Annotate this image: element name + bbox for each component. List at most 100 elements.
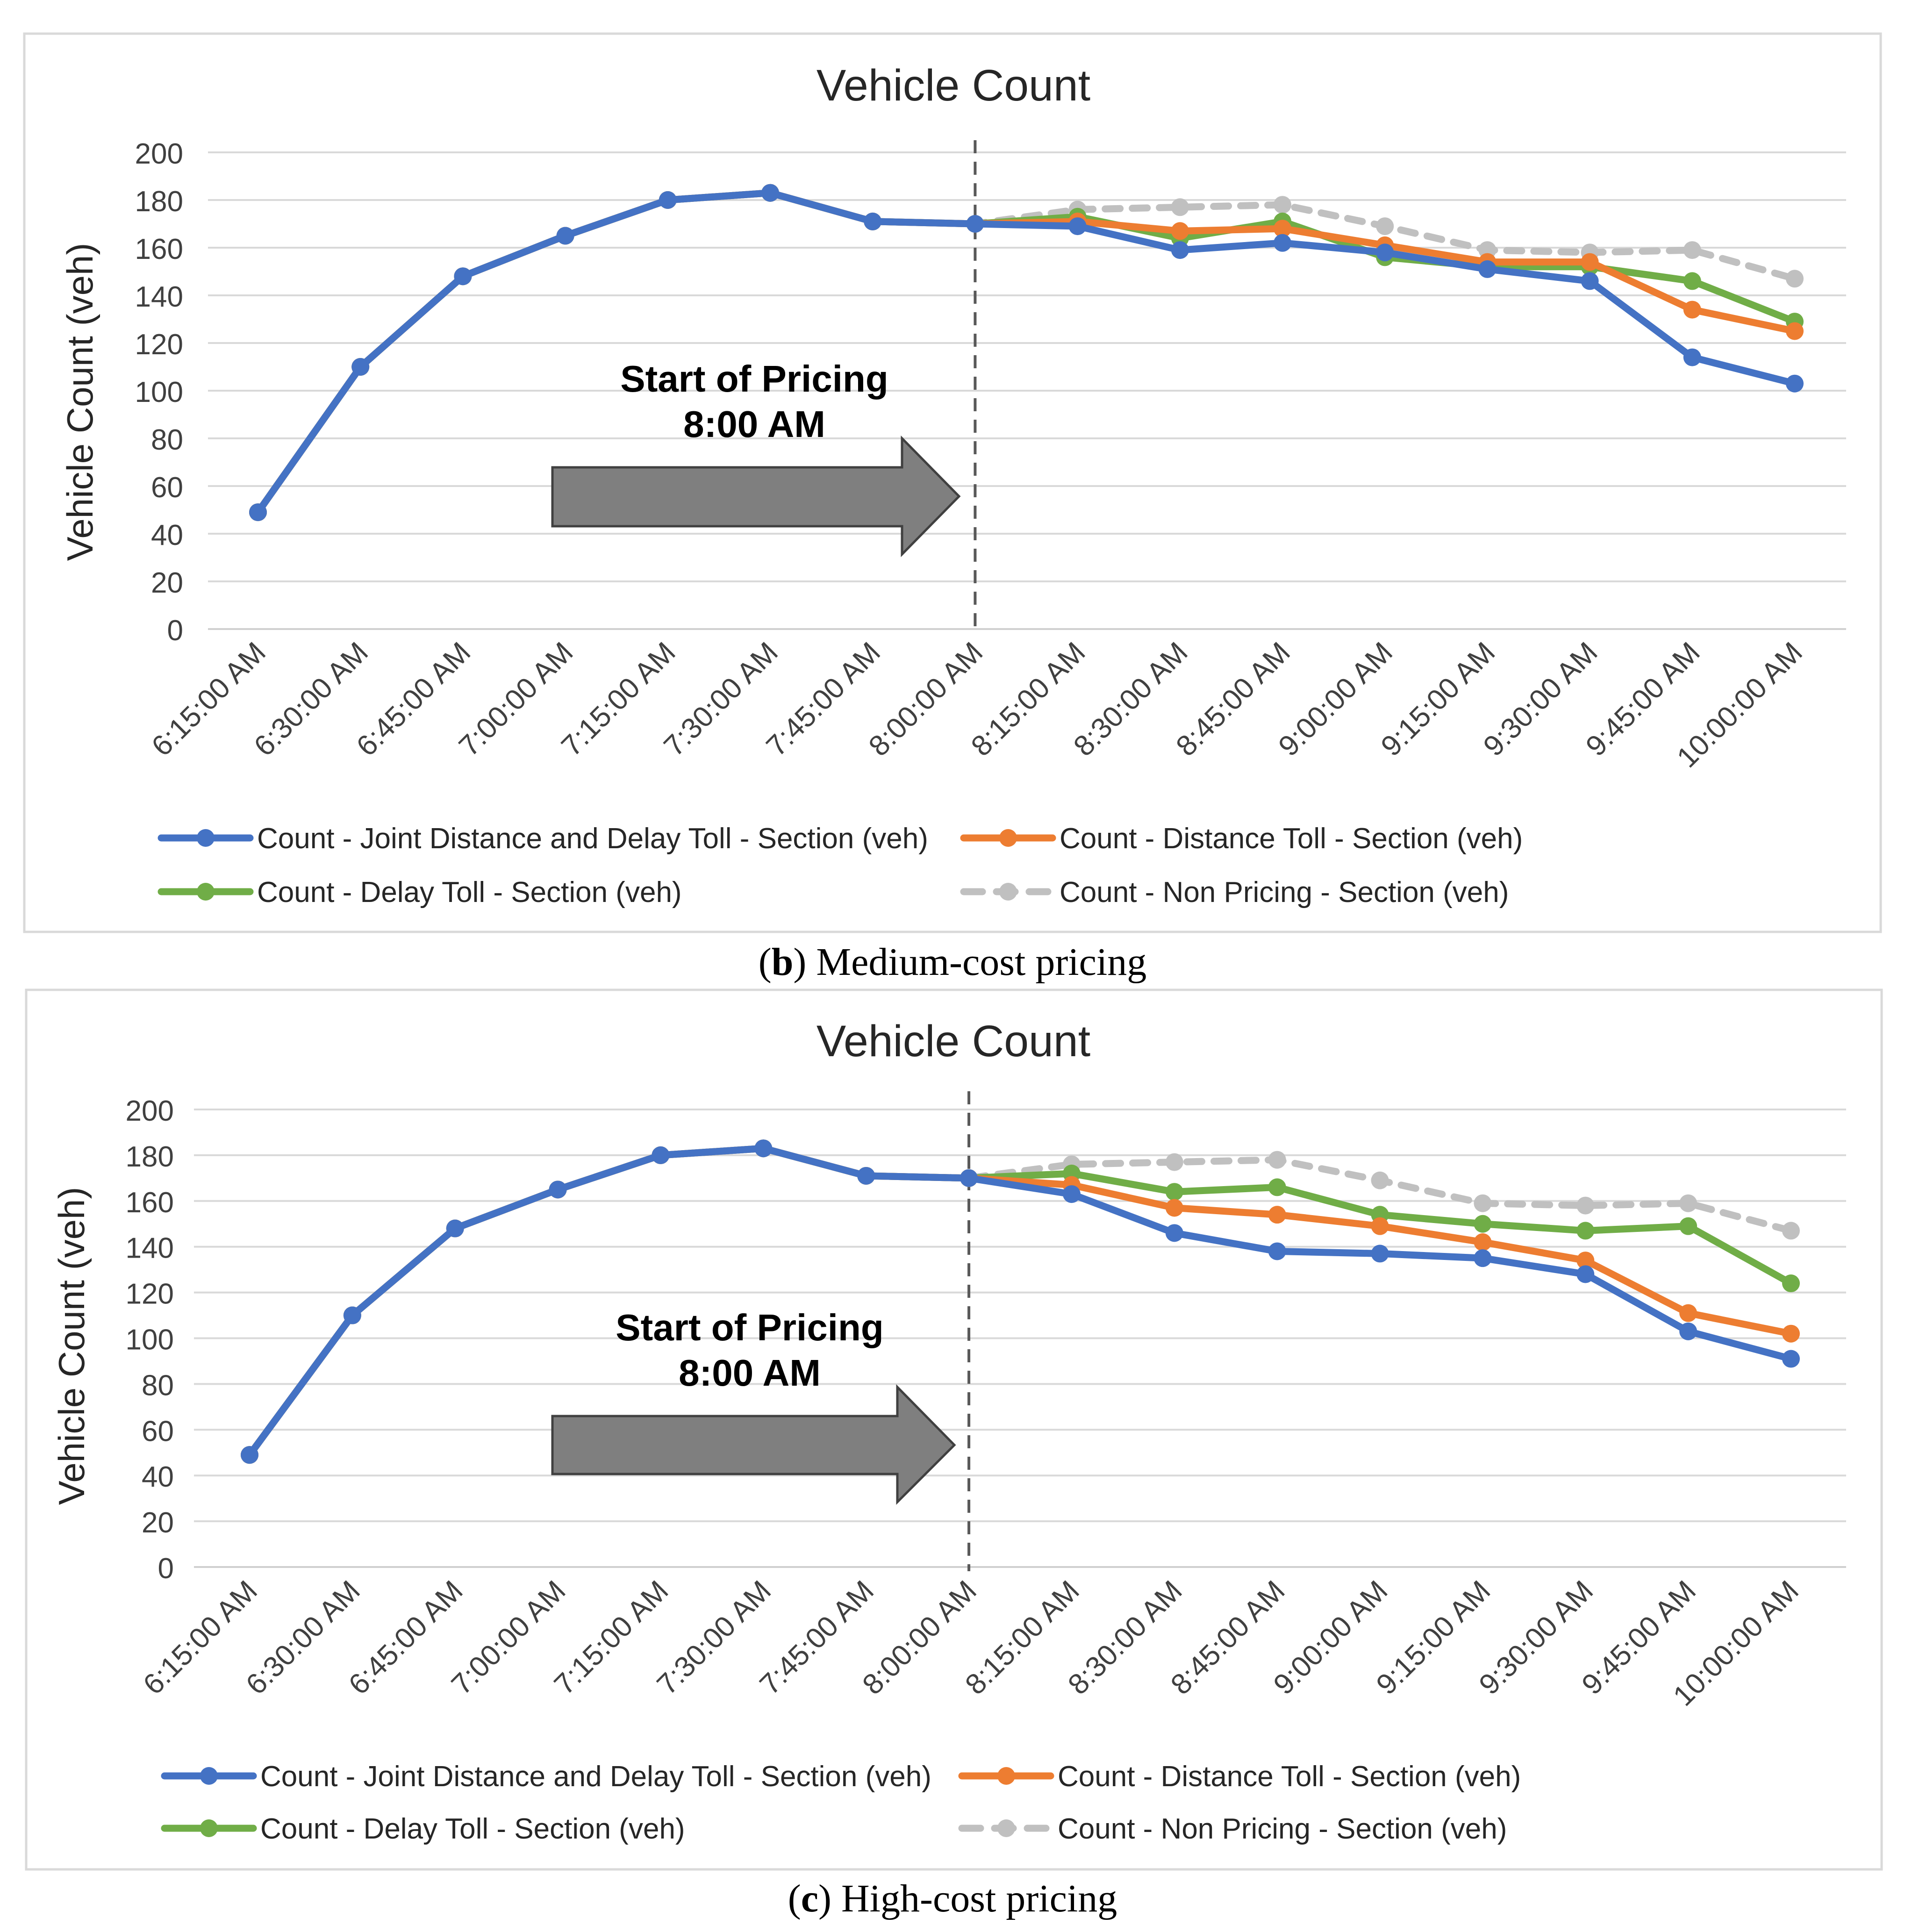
- data-point: [652, 1146, 670, 1164]
- legend-marker: [200, 1819, 218, 1837]
- y-axis-label: Vehicle Count (veh): [51, 1187, 92, 1505]
- y-tick-label: 0: [167, 615, 183, 647]
- annotation-line-2: 8:00 AM: [679, 1352, 821, 1394]
- data-point: [1786, 322, 1804, 340]
- data-point: [1062, 1185, 1081, 1203]
- data-point: [1581, 253, 1599, 271]
- legend-marker: [200, 1767, 218, 1785]
- data-point: [864, 212, 882, 230]
- data-point: [1683, 348, 1701, 366]
- y-tick-label: 200: [135, 138, 183, 170]
- data-point: [1474, 1249, 1492, 1267]
- annotation-line-2: 8:00 AM: [683, 403, 825, 445]
- y-axis-ticks: 0 20 40 60 80 100 120 140 160 180 200: [135, 138, 183, 647]
- data-point: [351, 358, 370, 376]
- data-point: [1478, 260, 1497, 278]
- data-point: [1576, 1222, 1595, 1240]
- data-point: [1474, 1233, 1492, 1251]
- data-point: [1274, 234, 1291, 252]
- y-tick-label: 120: [135, 329, 183, 361]
- data-point: [1268, 1242, 1286, 1260]
- legend-marker: [999, 883, 1017, 901]
- legend-label: Count - Joint Distance and Delay Toll - …: [257, 823, 928, 855]
- legend-marker: [997, 1767, 1015, 1785]
- y-tick-label: 80: [151, 424, 183, 456]
- data-point: [1782, 1324, 1800, 1343]
- data-point: [1786, 374, 1804, 393]
- legend-label: Count - Joint Distance and Delay Toll - …: [260, 1760, 931, 1793]
- legend: Count - Joint Distance and Delay Toll - …: [161, 1760, 1521, 1845]
- data-point: [1268, 1151, 1286, 1169]
- data-point: [549, 1181, 567, 1199]
- data-point: [454, 267, 472, 286]
- data-point: [1371, 1217, 1389, 1235]
- data-point: [1165, 1224, 1183, 1242]
- y-tick-label: 20: [151, 567, 183, 599]
- data-point: [1782, 1222, 1800, 1240]
- y-tick-label: 80: [142, 1369, 174, 1402]
- data-point: [1679, 1194, 1697, 1212]
- data-point: [1474, 1215, 1492, 1233]
- data-point: [446, 1219, 464, 1238]
- y-tick-label: 140: [126, 1232, 174, 1265]
- data-point: [1679, 1304, 1697, 1322]
- y-axis-ticks: 0 20 40 60 80 100 120 140 160 180 200: [126, 1095, 174, 1585]
- legend-label: Count - Distance Toll - Section (veh): [1060, 823, 1523, 855]
- chart-panel-medium-cost: Vehicle Count Vehicle Count (veh) 0 20 40 6…: [23, 32, 1882, 933]
- data-point: [1171, 222, 1189, 240]
- y-tick-label: 160: [135, 233, 183, 265]
- legend: Count - Joint Distance and Delay Toll - …: [158, 823, 1523, 909]
- y-tick-label: 100: [135, 376, 183, 408]
- data-point: [1371, 1245, 1389, 1263]
- y-tick-label: 140: [135, 281, 183, 313]
- caption-b: (b) Medium-cost pricing: [759, 940, 1147, 984]
- gridlines: [208, 151, 1846, 630]
- data-point: [1576, 1265, 1595, 1283]
- chart-title: Vehicle Count: [816, 1016, 1090, 1066]
- data-point: [1268, 1206, 1286, 1224]
- data-point: [1165, 1199, 1183, 1217]
- data-point: [966, 215, 984, 233]
- data-point: [1782, 1274, 1800, 1293]
- data-point: [1268, 1178, 1286, 1196]
- legend-label: Count - Delay Toll - Section (veh): [260, 1813, 685, 1845]
- data-point: [1274, 220, 1291, 238]
- y-tick-label: 180: [126, 1141, 174, 1173]
- legend-marker: [997, 1819, 1015, 1837]
- data-point: [754, 1139, 773, 1158]
- pricing-annotation: Start of Pricing 8:00 AM: [551, 358, 961, 558]
- data-point: [1376, 243, 1394, 262]
- data-point: [249, 503, 267, 522]
- chart-title: Vehicle Count: [816, 61, 1090, 110]
- annotation-line-1: Start of Pricing: [620, 358, 888, 400]
- y-tick-label: 60: [151, 472, 183, 504]
- pricing-arrow: [551, 1384, 956, 1505]
- data-point: [1683, 301, 1701, 319]
- data-point: [1786, 270, 1804, 288]
- y-tick-label: 20: [142, 1507, 174, 1539]
- data-point: [960, 1169, 978, 1187]
- y-tick-label: 100: [126, 1324, 174, 1356]
- data-point: [1683, 241, 1701, 259]
- legend-marker: [999, 829, 1017, 847]
- data-point: [1581, 272, 1599, 290]
- y-tick-label: 40: [142, 1461, 174, 1493]
- chart-frame: [23, 32, 1882, 933]
- y-tick-label: 180: [135, 186, 183, 218]
- legend-label: Count - Non Pricing - Section (veh): [1060, 876, 1509, 909]
- y-tick-label: 60: [142, 1415, 174, 1447]
- data-point: [1274, 196, 1291, 214]
- data-point: [1068, 217, 1087, 236]
- data-point: [1576, 1252, 1595, 1270]
- y-tick-label: 40: [151, 519, 183, 551]
- data-point: [1683, 272, 1701, 290]
- y-tick-label: 160: [126, 1187, 174, 1219]
- y-tick-label: 200: [126, 1095, 174, 1127]
- data-point: [1171, 241, 1189, 259]
- series-group: [249, 140, 1804, 629]
- data-point: [556, 227, 574, 245]
- data-point: [1171, 198, 1189, 216]
- legend-label: Count - Delay Toll - Section (veh): [257, 876, 682, 909]
- y-tick-label: 120: [126, 1278, 174, 1310]
